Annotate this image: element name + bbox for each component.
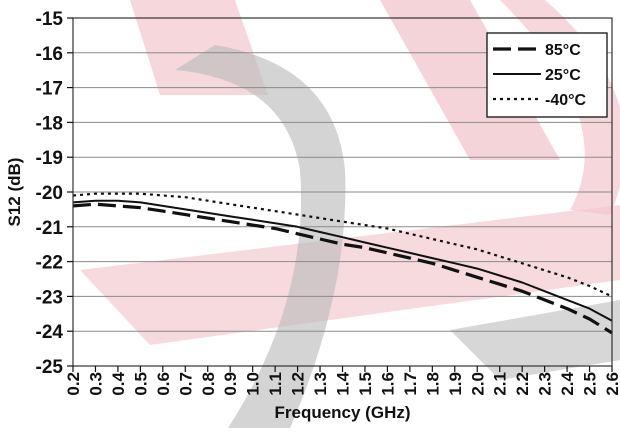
x-tick-label-14: 1.6 xyxy=(378,372,397,396)
x-tick-label-1: 0.3 xyxy=(86,372,105,396)
y-tick-label-2: -23 xyxy=(36,287,63,308)
x-tick-label-7: 0.9 xyxy=(221,372,240,396)
y-tick-label-8: -17 xyxy=(36,79,63,100)
series-line-1 xyxy=(72,199,613,322)
y-tick-label-10: -15 xyxy=(36,9,64,30)
y-tick-label-3: -22 xyxy=(36,253,63,274)
watermark-band xyxy=(80,205,620,345)
axes: -25-24-23-22-21-20-19-18-17-16-150.2 0.3 0… xyxy=(5,9,620,422)
x-tick-label-4: 0.6 xyxy=(154,372,173,396)
x-tick-label-2: 0.4 xyxy=(109,371,128,395)
x-tick-label-20: 2.2 xyxy=(513,372,532,396)
x-tick-label-23: 2.5 xyxy=(581,372,600,396)
x-tick-label-3: 0.5 xyxy=(131,372,150,396)
y-tick-label-9: -16 xyxy=(36,44,63,65)
x-tick-label-13: 1.5 xyxy=(356,372,375,396)
watermark-shape-top xyxy=(380,0,560,160)
x-tick-label-21: 2.3 xyxy=(536,372,555,396)
y-tick-label-7: -18 xyxy=(36,113,63,134)
y-tick-label-4: -21 xyxy=(36,218,64,239)
y-tick-label-0: -25 xyxy=(36,357,64,378)
legend-label-1: 25°C xyxy=(545,67,581,84)
x-tick-label-18: 2.0 xyxy=(468,372,487,396)
x-axis-title: Frequency (GHz) xyxy=(274,403,410,422)
x-tick-label-12: 1.4 xyxy=(334,371,353,395)
x-tick-label-9: 1.1 xyxy=(266,372,285,396)
y-axis-title: S12 (dB) xyxy=(5,158,24,227)
series-line-2 xyxy=(72,192,613,298)
y-tick-label-6: -19 xyxy=(36,148,63,169)
x-tick-label-24: 2.6 xyxy=(603,372,620,396)
x-tick-label-10: 1.2 xyxy=(289,372,308,396)
y-tick-label-5: -20 xyxy=(36,183,63,204)
x-tick-label-6: 0.8 xyxy=(199,372,218,396)
legend-label-2: -40°C xyxy=(545,92,587,109)
series-lines xyxy=(72,192,613,335)
watermark-gray-band xyxy=(450,300,620,380)
x-tick-label-0: 0.2 xyxy=(64,372,83,396)
x-tick-label-17: 1.9 xyxy=(446,372,465,396)
y-tick-label-1: -24 xyxy=(36,322,64,343)
x-tick-label-15: 1.7 xyxy=(401,372,420,396)
legend-label-0: 85°C xyxy=(545,42,581,59)
x-tick-label-19: 2.1 xyxy=(491,372,510,396)
x-tick-label-16: 1.8 xyxy=(423,372,442,396)
x-tick-label-22: 2.4 xyxy=(558,371,577,395)
watermark-arc-gray xyxy=(175,45,346,428)
legend: 85°C 25°C -40°C xyxy=(486,32,608,118)
x-tick-label-11: 1.3 xyxy=(311,372,330,396)
series-line-0 xyxy=(72,202,613,335)
x-tick-label-8: 1.0 xyxy=(244,372,263,396)
watermark-background xyxy=(80,0,620,428)
x-tick-label-5: 0.7 xyxy=(176,372,195,396)
